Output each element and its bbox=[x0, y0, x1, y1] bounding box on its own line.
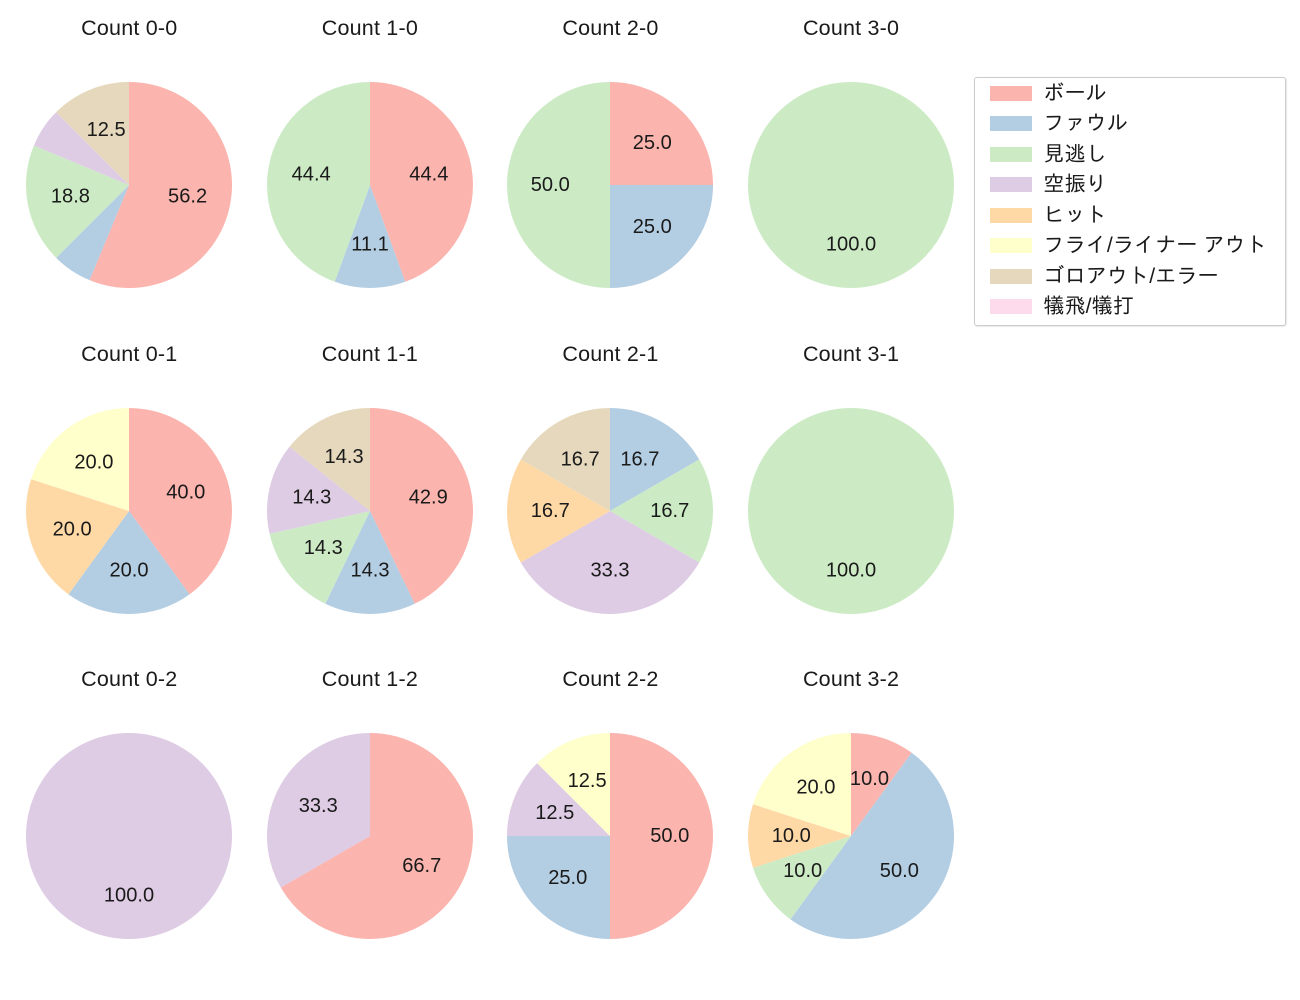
svg-text:10.0: 10.0 bbox=[772, 825, 811, 847]
svg-text:20.0: 20.0 bbox=[53, 518, 92, 540]
svg-text:16.7: 16.7 bbox=[531, 500, 570, 522]
svg-text:33.3: 33.3 bbox=[591, 559, 630, 581]
svg-text:42.9: 42.9 bbox=[408, 486, 447, 508]
svg-text:50.0: 50.0 bbox=[650, 825, 689, 847]
svg-text:10.0: 10.0 bbox=[783, 860, 822, 882]
svg-text:20.0: 20.0 bbox=[796, 777, 835, 799]
svg-text:33.3: 33.3 bbox=[298, 795, 337, 817]
svg-text:44.4: 44.4 bbox=[291, 164, 330, 186]
svg-text:11.1: 11.1 bbox=[351, 234, 389, 256]
svg-text:14.3: 14.3 bbox=[324, 446, 363, 468]
svg-text:66.7: 66.7 bbox=[402, 855, 441, 877]
svg-text:14.3: 14.3 bbox=[350, 559, 389, 581]
svg-text:12.5: 12.5 bbox=[87, 119, 126, 141]
svg-text:16.7: 16.7 bbox=[650, 500, 689, 522]
svg-text:100.0: 100.0 bbox=[826, 559, 876, 581]
svg-text:25.0: 25.0 bbox=[549, 867, 588, 889]
svg-text:14.3: 14.3 bbox=[303, 537, 342, 559]
svg-text:20.0: 20.0 bbox=[110, 559, 149, 581]
svg-text:25.0: 25.0 bbox=[633, 216, 672, 238]
svg-text:18.8: 18.8 bbox=[51, 186, 90, 208]
svg-text:20.0: 20.0 bbox=[74, 451, 113, 473]
svg-text:16.7: 16.7 bbox=[561, 448, 600, 470]
svg-text:50.0: 50.0 bbox=[880, 860, 919, 882]
svg-text:14.3: 14.3 bbox=[292, 486, 331, 508]
svg-text:44.4: 44.4 bbox=[409, 164, 448, 186]
svg-text:16.7: 16.7 bbox=[621, 448, 660, 470]
svg-text:12.5: 12.5 bbox=[568, 770, 607, 792]
svg-text:100.0: 100.0 bbox=[826, 234, 876, 256]
svg-text:40.0: 40.0 bbox=[166, 481, 205, 503]
svg-text:56.2: 56.2 bbox=[168, 186, 207, 208]
svg-text:100.0: 100.0 bbox=[104, 885, 154, 907]
svg-text:10.0: 10.0 bbox=[850, 768, 889, 790]
svg-text:25.0: 25.0 bbox=[633, 132, 672, 154]
svg-text:50.0: 50.0 bbox=[531, 174, 570, 196]
svg-text:12.5: 12.5 bbox=[536, 802, 575, 824]
